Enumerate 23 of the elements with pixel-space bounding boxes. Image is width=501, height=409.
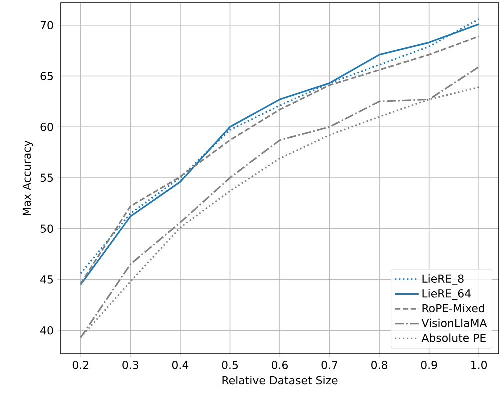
y-tick-label: 70 [40, 21, 54, 30]
x-tick-label: 0.2 [72, 361, 89, 370]
y-tick-label: 55 [40, 174, 54, 182]
y-tick-label: 50 [40, 224, 54, 234]
y-tick-label: 65 [40, 72, 54, 80]
legend-label: RoPE-Mixed [422, 304, 484, 313]
x-axis-title: Relative Dataset Size [222, 376, 338, 385]
x-tick-label: 1.0 [472, 361, 488, 370]
y-tick-label: 60 [40, 122, 54, 132]
x-tick-label: 0.4 [172, 361, 189, 370]
x-tick-label: 0.6 [272, 361, 288, 370]
legend-label: LieRE_8 [422, 274, 464, 286]
legend-label: VisionLlaMA [422, 318, 488, 328]
x-tick-label: 0.3 [122, 361, 139, 370]
y-axis-title: Max Accuracy [22, 140, 34, 216]
legend-label: Absolute PE [422, 334, 486, 342]
y-tick-label: 45 [40, 276, 54, 284]
legend-label: LieRE_64 [422, 289, 471, 300]
y-tick-label: 40 [40, 326, 54, 335]
x-tick-label: 0.5 [222, 361, 238, 370]
x-tick-label: 0.9 [421, 361, 438, 370]
x-tick-label: 0.7 [322, 361, 338, 370]
x-tick-label: 0.8 [372, 361, 388, 370]
